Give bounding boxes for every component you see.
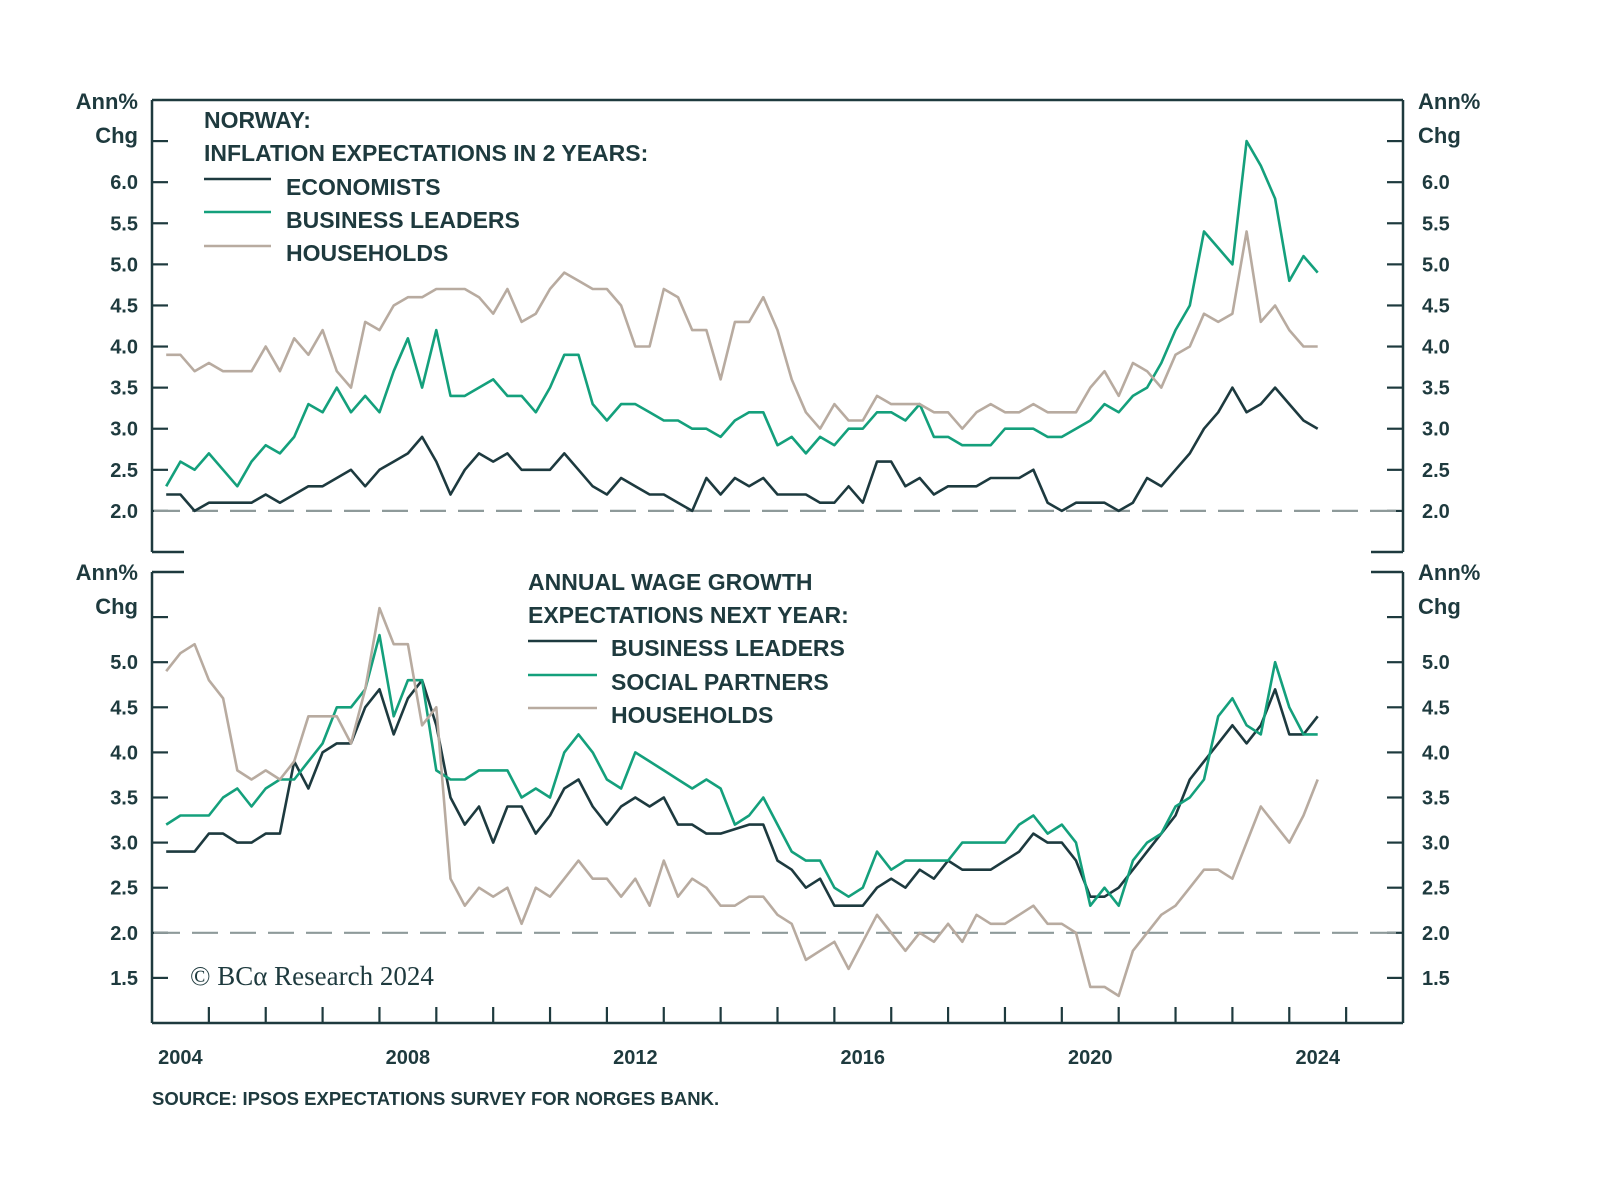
copyright-watermark: © BCα Research 2024 — [190, 961, 434, 991]
y-tick-label-left: 4.0 — [110, 742, 138, 764]
legend-label-households-wage: HOUSEHOLDS — [611, 702, 773, 728]
series-lines — [154, 139, 1401, 998]
bottom-right-ylabel-1: Ann% — [1418, 560, 1480, 585]
y-tick-label-left: 3.0 — [110, 419, 138, 441]
series-line-business-leaders — [166, 678, 1319, 907]
top-legend: NORWAY: INFLATION EXPECTATIONS IN 2 YEAR… — [204, 107, 648, 266]
y-tick-label-left: 3.5 — [110, 378, 138, 400]
x-tick-label: 2024 — [1295, 1047, 1340, 1069]
y-tick-label-right: 4.5 — [1422, 697, 1450, 719]
series-line-households — [166, 230, 1318, 430]
panel-frames — [150, 98, 1405, 1025]
y-tick-label-right: 1.5 — [1422, 968, 1450, 990]
y-tick-label-right: 5.0 — [1422, 652, 1450, 674]
y-tick-label-left: 3.0 — [110, 833, 138, 855]
y-tick-label-left: 5.0 — [110, 652, 138, 674]
x-tick-label: 2008 — [386, 1047, 431, 1069]
legend-label-economists: ECONOMISTS — [286, 174, 441, 200]
source-note: SOURCE: IPSOS EXPECTATIONS SURVEY FOR NO… — [152, 1088, 719, 1109]
bottom-title-line-2: EXPECTATIONS NEXT YEAR: — [528, 602, 849, 628]
top-left-ylabel-1: Ann% — [76, 89, 138, 114]
x-tick-label: 2012 — [613, 1047, 658, 1069]
legend-label-households: HOUSEHOLDS — [286, 240, 448, 266]
x-tick-label: 2020 — [1068, 1047, 1113, 1069]
y-tick-label-right: 4.0 — [1422, 337, 1450, 359]
y-tick-label-left: 4.5 — [110, 295, 138, 317]
top-right-ylabel-2: Chg — [1418, 123, 1461, 148]
top-right-ylabel-1: Ann% — [1418, 89, 1480, 114]
legend-label-business-leaders: BUSINESS LEADERS — [286, 207, 520, 233]
bottom-legend: ANNUAL WAGE GROWTH EXPECTATIONS NEXT YEA… — [528, 569, 849, 728]
bottom-right-ylabel-2: Chg — [1418, 594, 1461, 619]
legend-label-business-leaders-wage: BUSINESS LEADERS — [611, 635, 845, 661]
x-tick-label: 2004 — [158, 1047, 203, 1069]
top-title-line-2: INFLATION EXPECTATIONS IN 2 YEARS: — [204, 140, 648, 166]
bottom-title-line-1: ANNUAL WAGE GROWTH — [528, 569, 813, 595]
bottom-left-ylabel-1: Ann% — [76, 560, 138, 585]
y-tick-label-right: 4.0 — [1422, 742, 1450, 764]
y-tick-label-right: 2.5 — [1422, 460, 1450, 482]
y-tick-label-right: 3.0 — [1422, 833, 1450, 855]
y-tick-label-left: 5.0 — [110, 254, 138, 276]
series-line-social-partners — [165, 633, 1318, 907]
y-tick-label-right: 3.0 — [1422, 419, 1450, 441]
y-tick-label-right: 4.5 — [1422, 295, 1450, 317]
top-title-line-1: NORWAY: — [204, 107, 311, 133]
series-line-business-leaders — [165, 139, 1319, 488]
y-tick-label-left: 2.0 — [110, 923, 138, 945]
y-tick-label-left: 4.0 — [110, 337, 138, 359]
y-tick-label-left: 2.0 — [110, 501, 138, 523]
y-tick-label-right: 5.5 — [1422, 213, 1450, 235]
bottom-left-ylabel-2: Chg — [95, 594, 138, 619]
y-tick-label-right: 2.0 — [1422, 923, 1450, 945]
y-tick-label-left: 1.5 — [110, 968, 138, 990]
y-tick-label-left: 3.5 — [110, 788, 138, 810]
legend-label-social-partners: SOCIAL PARTNERS — [611, 669, 829, 695]
y-tick-label-left: 4.5 — [110, 697, 138, 719]
y-tick-label-left: 6.0 — [110, 172, 138, 194]
y-tick-label-right: 6.0 — [1422, 172, 1450, 194]
y-tick-label-right: 2.0 — [1422, 501, 1450, 523]
series-line-economists — [166, 386, 1319, 513]
top-left-ylabel-2: Chg — [95, 123, 138, 148]
y-tick-label-right: 5.0 — [1422, 254, 1450, 276]
y-tick-label-left: 2.5 — [110, 460, 138, 482]
y-tick-label-right: 3.5 — [1422, 788, 1450, 810]
y-tick-label-left: 5.5 — [110, 213, 138, 235]
y-tick-label-right: 2.5 — [1422, 878, 1450, 900]
series-line-households — [165, 606, 1319, 998]
y-tick-label-left: 2.5 — [110, 878, 138, 900]
axis-tick-labels: 2.0 2.0 2.5 2.5 3.0 3.0 3.5 3.5 4.0 4.0 4.5 4.5 5.0 5… — [110, 172, 1450, 1069]
x-tick-label: 2016 — [841, 1047, 886, 1069]
y-tick-label-right: 3.5 — [1422, 378, 1450, 400]
